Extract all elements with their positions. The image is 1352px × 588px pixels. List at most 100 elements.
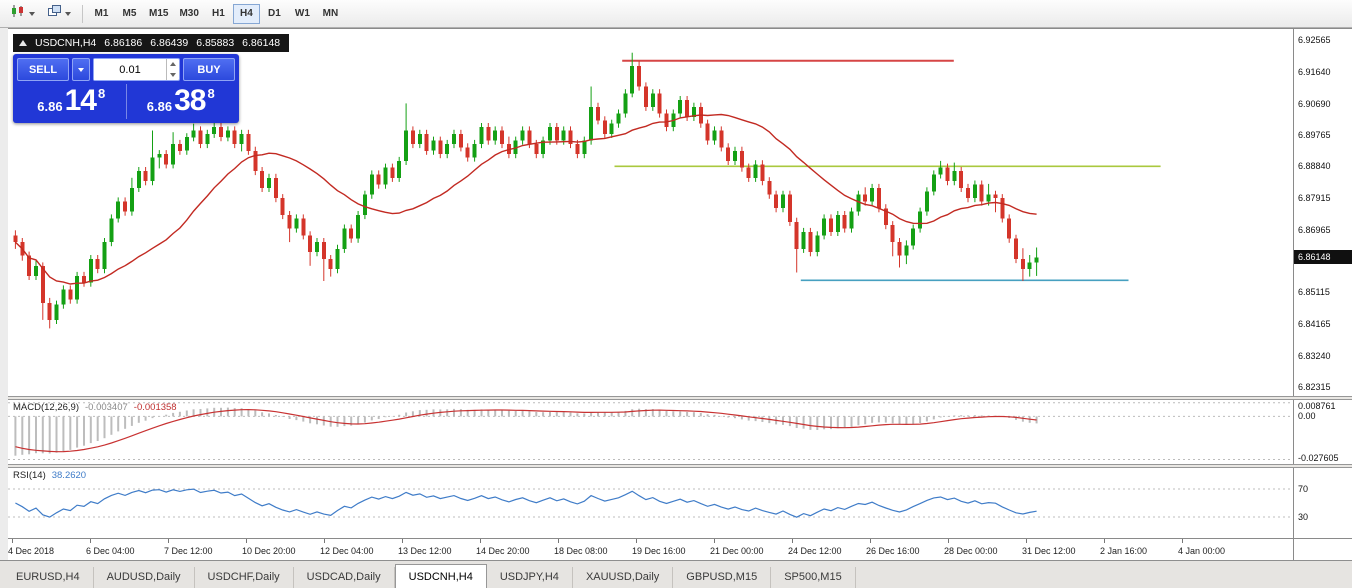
time-axis[interactable]: 4 Dec 2018 6 Dec 04:00 7 Dec 12:00 10 Dec 2…	[8, 539, 1293, 560]
timeframe-button-h1[interactable]: H1	[205, 4, 232, 24]
chevron-down-icon	[65, 11, 71, 16]
time-axis-tick	[90, 539, 91, 543]
timeframe-button-h4[interactable]: H4	[232, 3, 260, 24]
price-chart-plot[interactable]: USDCNH,H4 6.86186 6.86439 6.85883 6.8614…	[8, 29, 1293, 396]
trade-panel-dropdown-button[interactable]	[72, 58, 90, 81]
buy-price-prefix: 6.86	[146, 99, 173, 114]
panel-divider[interactable]	[8, 464, 1352, 468]
timeframe-button-w1[interactable]: W1	[289, 4, 316, 24]
time-axis-tick	[636, 539, 637, 543]
time-axis-tick	[480, 539, 481, 543]
chart-tab-audusd-daily[interactable]: AUDUSD,Daily	[94, 567, 195, 588]
price-axis-label: 6.90690	[1298, 98, 1331, 109]
time-axis-tick	[558, 539, 559, 543]
time-axis-tick	[792, 539, 793, 543]
chevron-down-icon	[78, 67, 84, 72]
timeframe-button-m5[interactable]: M5	[116, 4, 143, 24]
price-axis-label: 6.91640	[1298, 66, 1331, 77]
chevron-down-icon	[29, 11, 35, 16]
panel-divider[interactable]	[8, 396, 1352, 400]
chart-tab-xauusd-daily[interactable]: XAUUSD,Daily	[573, 567, 674, 588]
time-axis-tick	[246, 539, 247, 543]
up-triangle-icon	[19, 40, 27, 46]
time-axis-corner	[1293, 539, 1352, 560]
chart-tab-usdchf-daily[interactable]: USDCHF,Daily	[195, 567, 294, 588]
macd-plot[interactable]: MACD(12,26,9) -0.003407 -0.001358	[8, 400, 1293, 464]
price-axis-label: 6.85115	[1298, 287, 1330, 298]
macd-main-value: -0.003407	[85, 402, 128, 413]
rsi-axis-label: 30	[1298, 512, 1309, 522]
price-chart-canvas[interactable]	[8, 29, 1293, 396]
current-price-tag: 6.86148	[1294, 250, 1352, 265]
chart-tab-eurusd-h4[interactable]: EURUSD,H4	[3, 567, 94, 588]
sell-price-prefix: 6.86	[37, 99, 63, 114]
chart-ohlc-readout: USDCNH,H4 6.86186 6.86439 6.85883 6.8614…	[13, 34, 290, 52]
macd-panel: MACD(12,26,9) -0.003407 -0.001358 0.0087…	[8, 400, 1352, 464]
macd-canvas[interactable]	[8, 400, 1293, 464]
macd-axis-label: 0.00	[1298, 411, 1316, 422]
toolbar-separator	[82, 4, 83, 23]
symbol-period-label: USDCNH,H4	[35, 37, 97, 49]
timeframe-button-mn[interactable]: MN	[317, 4, 344, 24]
time-axis-tick	[948, 539, 949, 543]
time-axis-label: 18 Dec 08:00	[554, 546, 608, 556]
buy-button[interactable]: BUY	[183, 58, 235, 81]
timeframe-button-group: M1 M5 M15 M30 H1 H4 D1 W1 MN	[88, 3, 344, 24]
bar-open-value: 6.86186	[104, 37, 143, 49]
chart-tab-sp500-m15[interactable]: SP500,M15	[771, 567, 856, 588]
volume-decrease-button[interactable]	[167, 70, 179, 81]
macd-header: MACD(12,26,9) -0.003407 -0.001358	[13, 402, 177, 413]
bar-low-value: 6.85883	[196, 37, 235, 49]
time-axis-tick	[714, 539, 715, 543]
chart-tab-gbpusd-m15[interactable]: GBPUSD,M15	[673, 567, 772, 588]
rsi-axis[interactable]: 70 30	[1293, 468, 1352, 538]
timeframe-button-m15[interactable]: M15	[144, 4, 173, 24]
price-axis-label: 6.87915	[1298, 192, 1331, 203]
time-axis-label: 2 Jan 16:00	[1100, 546, 1148, 556]
buy-price-display[interactable]: 6.86 38 8	[125, 84, 236, 119]
sell-price-pips: 8	[97, 86, 106, 101]
price-axis[interactable]: 6.92565 6.91640 6.90690 6.89765 6.88840 6.879…	[1293, 29, 1352, 396]
chart-window: USDCNH,H4 6.86186 6.86439 6.85883 6.8614…	[8, 28, 1352, 560]
chart-tab-usdjpy-h4[interactable]: USDJPY,H4	[487, 567, 573, 588]
chart-windows-dropdown-button[interactable]	[41, 3, 77, 25]
time-axis-label: 10 Dec 20:00	[242, 546, 296, 556]
timeframe-button-m30[interactable]: M30	[174, 4, 203, 24]
chart-type-dropdown-button[interactable]	[4, 3, 41, 25]
timeframe-button-d1[interactable]: D1	[261, 4, 288, 24]
macd-axis-label: -0.027605	[1298, 453, 1339, 463]
rsi-plot[interactable]: RSI(14) 38.2620	[8, 468, 1293, 538]
rsi-canvas[interactable]	[8, 468, 1293, 538]
price-chart-panel: USDCNH,H4 6.86186 6.86439 6.85883 6.8614…	[8, 29, 1352, 396]
macd-signal-line	[15, 408, 1037, 453]
sell-price-display[interactable]: 6.86 14 8	[17, 84, 126, 119]
price-axis-label: 6.92565	[1298, 35, 1331, 46]
time-axis-label: 12 Dec 04:00	[320, 546, 374, 556]
volume-increase-button[interactable]	[167, 59, 179, 70]
price-axis-label: 6.86965	[1298, 224, 1331, 235]
chart-tab-usdcad-daily[interactable]: USDCAD,Daily	[294, 567, 395, 588]
rsi-axis-label: 70	[1298, 484, 1309, 494]
rsi-panel: RSI(14) 38.2620 70 30	[8, 468, 1352, 538]
time-axis-label: 4 Jan 00:00	[1178, 546, 1226, 556]
down-arrow-icon	[170, 72, 176, 77]
macd-axis[interactable]: 0.008761 0.00 -0.027605	[1293, 400, 1352, 464]
time-axis-tick	[402, 539, 403, 543]
time-axis-label: 24 Dec 12:00	[788, 546, 842, 556]
timeframe-button-m1[interactable]: M1	[88, 4, 115, 24]
time-axis-tick	[12, 539, 13, 543]
time-axis-tick	[324, 539, 325, 543]
moving-average-line	[14, 113, 1037, 285]
sell-button[interactable]: SELL	[17, 58, 69, 81]
rsi-header: RSI(14) 38.2620	[13, 470, 86, 481]
toolbar: M1 M5 M15 M30 H1 H4 D1 W1 MN	[0, 0, 1352, 28]
macd-signal-value: -0.001358	[133, 402, 177, 413]
time-axis-label: 28 Dec 00:00	[944, 546, 998, 556]
time-axis-tick	[1026, 539, 1027, 543]
volume-input[interactable]	[94, 59, 166, 80]
rsi-name: RSI(14)	[13, 470, 46, 481]
price-axis-label: 6.89765	[1298, 130, 1331, 141]
chart-tab-usdcnh-h4[interactable]: USDCNH,H4	[394, 564, 487, 588]
macd-name: MACD(12,26,9)	[13, 402, 79, 413]
time-axis-label: 21 Dec 00:00	[710, 546, 764, 556]
